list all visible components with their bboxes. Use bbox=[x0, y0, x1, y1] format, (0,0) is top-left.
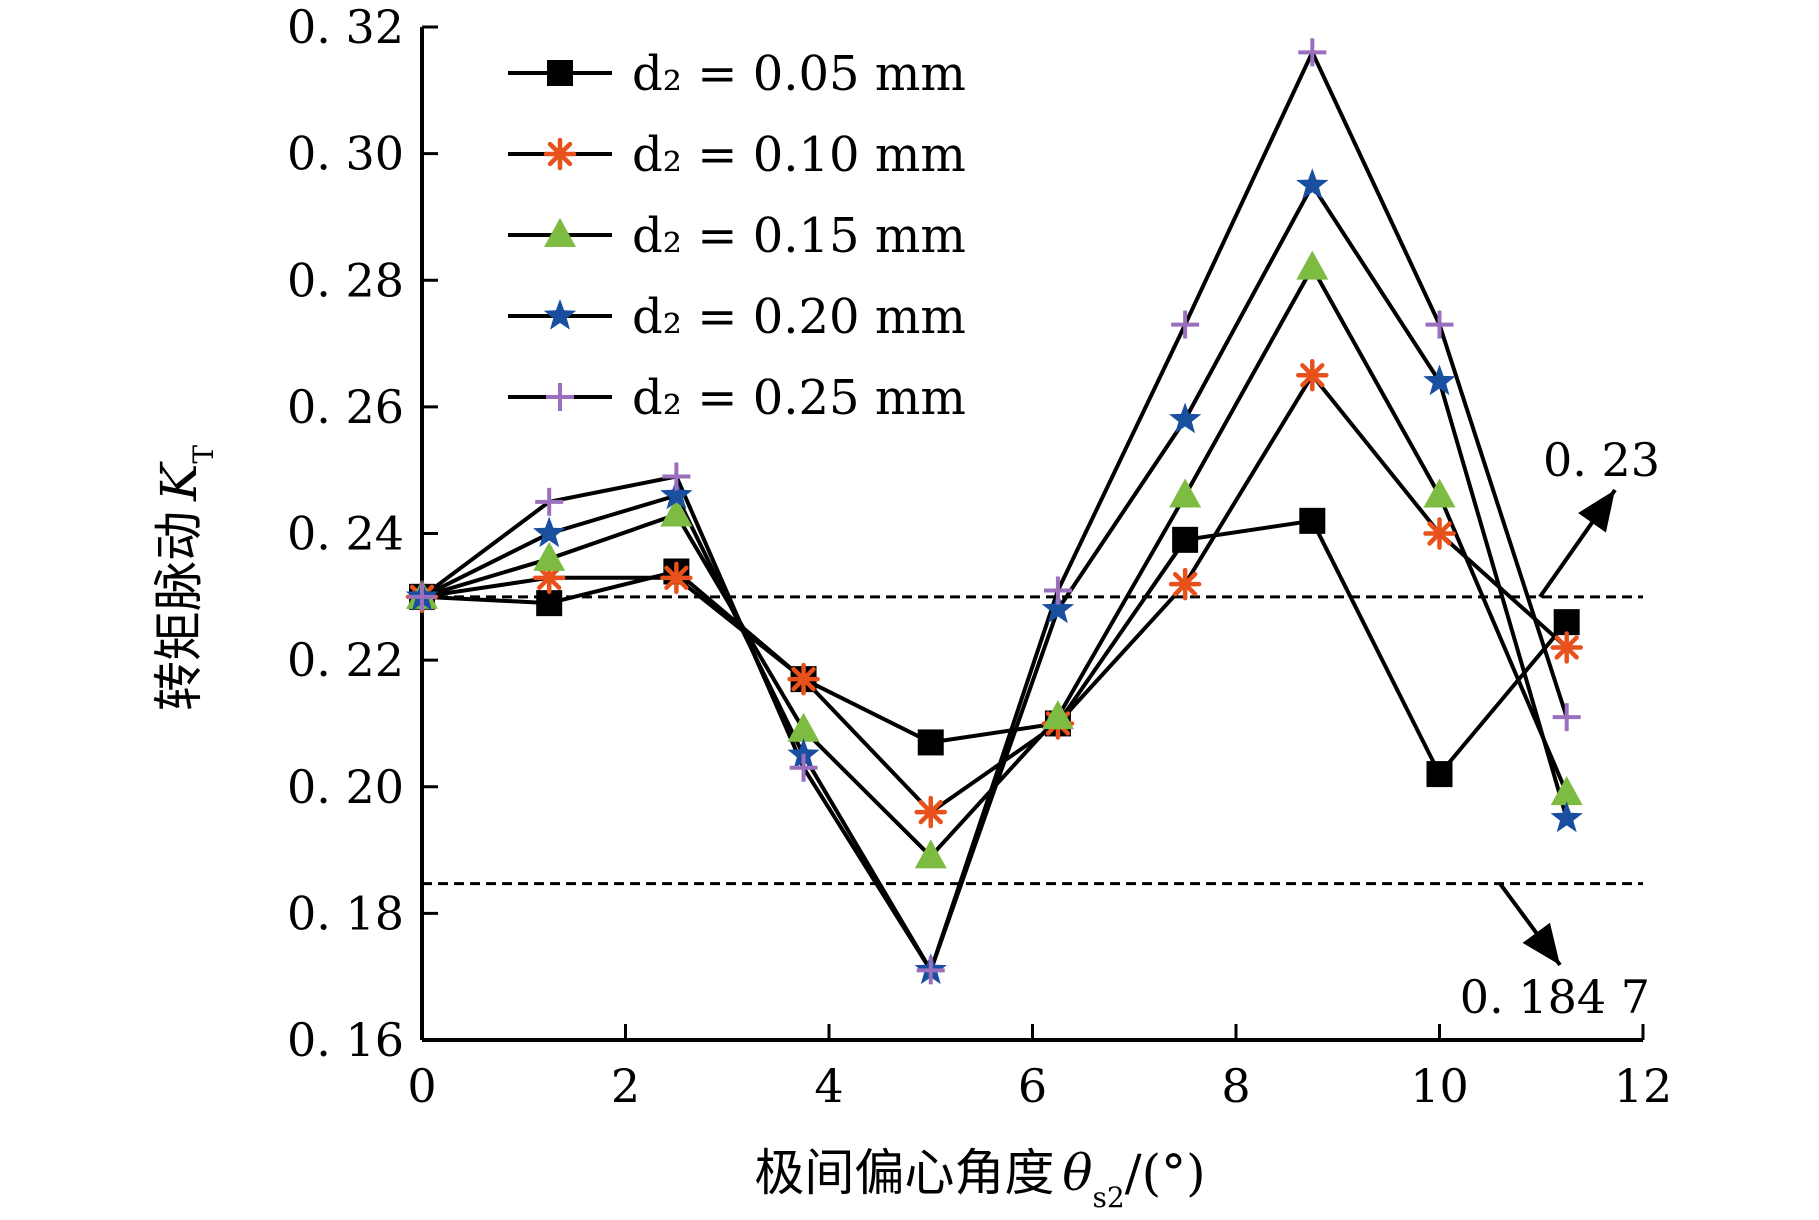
legend-label: d₂ = 0.25 mm bbox=[632, 370, 966, 426]
data-point bbox=[1553, 633, 1581, 661]
data-point bbox=[1044, 576, 1072, 604]
x-tick-label: 12 bbox=[1614, 1059, 1673, 1113]
y-tick-label: 0. 18 bbox=[287, 886, 404, 940]
legend-label: d₂ = 0.15 mm bbox=[632, 208, 966, 264]
x-tick-label: 2 bbox=[611, 1059, 640, 1113]
y-tick-label: 0. 26 bbox=[287, 380, 404, 434]
data-point bbox=[1171, 311, 1199, 339]
y-tick-label: 0. 30 bbox=[287, 127, 404, 181]
series-lines bbox=[422, 52, 1567, 970]
legend-label: d₂ = 0.10 mm bbox=[632, 127, 966, 183]
legend: d₂ = 0.05 mm d₂ = 0.10 mm d₂ = 0.15 mm d₂ =… bbox=[508, 46, 966, 426]
data-point bbox=[788, 713, 820, 742]
data-point bbox=[1298, 361, 1326, 389]
x-tick-label: 6 bbox=[1018, 1059, 1047, 1113]
reference-label: 0. 184 7 bbox=[1460, 970, 1650, 1024]
data-point bbox=[917, 798, 945, 826]
y-tick-label: 0. 32 bbox=[287, 0, 404, 54]
series-markers bbox=[406, 38, 1583, 984]
legend-entry: d₂ = 0.25 mm bbox=[508, 370, 966, 426]
y-tick-label: 0. 24 bbox=[287, 507, 404, 561]
y-tick-label: 0. 28 bbox=[287, 253, 404, 307]
y-tick-label: 0. 20 bbox=[287, 760, 404, 814]
data-point bbox=[1169, 403, 1201, 434]
x-tick-label: 0 bbox=[407, 1059, 436, 1113]
data-point bbox=[1296, 168, 1328, 199]
legend-entry: d₂ = 0.10 mm bbox=[508, 127, 966, 183]
y-tick-label: 0. 22 bbox=[287, 633, 404, 687]
reference-label: 0. 23 bbox=[1543, 433, 1660, 487]
annotations: 0. 23 0. 184 7 bbox=[1460, 433, 1660, 1024]
annotation-arrowhead bbox=[1523, 923, 1560, 965]
data-point bbox=[790, 665, 818, 693]
data-point bbox=[662, 463, 690, 491]
data-point bbox=[544, 299, 576, 330]
x-tick-label: 10 bbox=[1410, 1059, 1469, 1113]
data-point bbox=[547, 60, 573, 86]
data-point bbox=[546, 140, 574, 168]
data-point bbox=[1296, 251, 1328, 280]
data-point bbox=[535, 488, 563, 516]
series-line bbox=[422, 52, 1567, 970]
data-point bbox=[544, 218, 576, 247]
data-point bbox=[1551, 801, 1583, 832]
x-axis-title: 极间偏心角度 θs2/(°) bbox=[754, 1144, 1205, 1214]
data-point bbox=[1298, 38, 1326, 66]
data-point bbox=[546, 383, 574, 411]
data-point bbox=[1169, 479, 1201, 508]
data-point bbox=[1172, 527, 1198, 553]
data-point bbox=[662, 564, 690, 592]
legend-label: d₂ = 0.20 mm bbox=[632, 289, 966, 345]
y-axis-title: 转矩脉动KT bbox=[150, 445, 220, 711]
y-tick-label: 0. 16 bbox=[287, 1013, 404, 1067]
legend-label: d₂ = 0.05 mm bbox=[632, 46, 966, 102]
legend-entry: d₂ = 0.15 mm bbox=[508, 208, 966, 264]
series-line bbox=[422, 521, 1567, 774]
data-point bbox=[1423, 365, 1455, 396]
data-point bbox=[1171, 570, 1199, 598]
x-tick-label: 8 bbox=[1221, 1059, 1250, 1113]
data-point bbox=[1553, 703, 1581, 731]
data-point bbox=[918, 729, 944, 755]
data-point bbox=[1299, 508, 1325, 534]
annotation-arrowhead bbox=[1578, 490, 1615, 533]
data-point bbox=[1424, 479, 1456, 508]
legend-entry: d₂ = 0.05 mm bbox=[508, 46, 966, 102]
data-point bbox=[790, 754, 818, 782]
data-point bbox=[1426, 520, 1454, 548]
x-tick-label: 4 bbox=[814, 1059, 843, 1113]
data-point bbox=[1426, 311, 1454, 339]
data-point bbox=[917, 956, 945, 984]
data-point bbox=[1427, 761, 1453, 787]
legend-entry: d₂ = 0.20 mm bbox=[508, 289, 966, 345]
